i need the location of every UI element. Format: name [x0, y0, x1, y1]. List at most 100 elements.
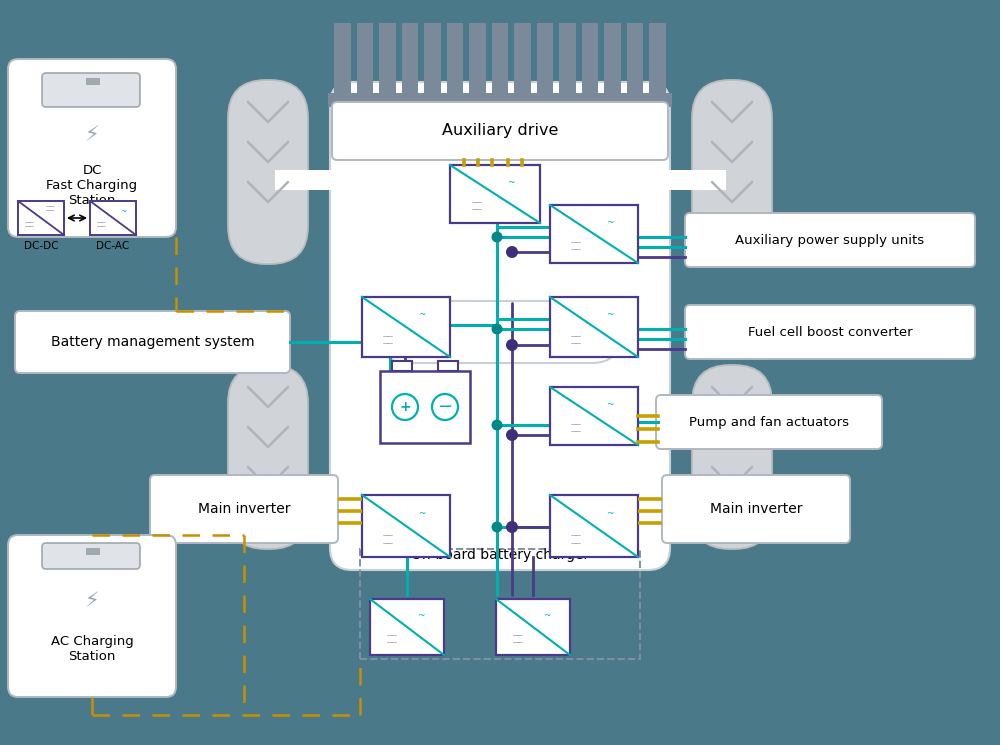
Text: ——: ——: [472, 208, 482, 213]
Text: DC-DC: DC-DC: [24, 241, 58, 251]
Text: ——: ——: [571, 341, 582, 346]
Text: ~: ~: [606, 311, 614, 320]
Bar: [379, 23, 396, 95]
FancyBboxPatch shape: [42, 543, 140, 569]
Text: Station: Station: [68, 194, 116, 206]
Text: ——: ——: [387, 633, 398, 638]
Text: Fast Charging: Fast Charging: [46, 179, 138, 191]
Text: ——: ——: [383, 533, 394, 539]
Bar: [438, 361, 458, 371]
FancyBboxPatch shape: [330, 82, 670, 570]
Text: Auxiliary drive: Auxiliary drive: [442, 123, 558, 138]
FancyBboxPatch shape: [15, 311, 290, 373]
Text: ——: ——: [46, 208, 56, 213]
Bar: [668, 475, 726, 495]
Text: ——: ——: [383, 341, 394, 346]
Text: ——: ——: [25, 224, 34, 229]
Circle shape: [506, 429, 518, 441]
Bar: [392, 361, 412, 371]
FancyBboxPatch shape: [228, 80, 308, 264]
Text: ——: ——: [571, 430, 582, 435]
Text: ⚡: ⚡: [85, 591, 99, 611]
Text: ~: ~: [418, 311, 426, 320]
FancyBboxPatch shape: [332, 102, 668, 160]
Text: Main inverter: Main inverter: [198, 502, 290, 516]
Circle shape: [492, 419, 503, 431]
Bar: [275, 475, 333, 495]
Text: −: −: [437, 398, 453, 416]
Bar: [86, 548, 100, 555]
Bar: [362, 495, 450, 557]
Text: Main inverter: Main inverter: [710, 502, 802, 516]
Circle shape: [506, 521, 518, 533]
Bar: [328, 93, 672, 107]
Circle shape: [492, 323, 503, 335]
FancyBboxPatch shape: [380, 301, 620, 363]
FancyBboxPatch shape: [656, 395, 882, 449]
Text: ——: ——: [46, 204, 56, 209]
Text: ——: ——: [97, 224, 106, 229]
FancyBboxPatch shape: [8, 59, 176, 237]
FancyBboxPatch shape: [42, 73, 140, 107]
Text: ——: ——: [571, 334, 582, 339]
Bar: [582, 23, 598, 95]
Text: ~: ~: [606, 218, 614, 227]
FancyBboxPatch shape: [685, 213, 975, 267]
Bar: [550, 495, 638, 557]
Bar: [496, 599, 570, 655]
Text: AC Charging: AC Charging: [51, 635, 133, 647]
Bar: [447, 23, 463, 95]
Bar: [380, 371, 470, 443]
Text: ——: ——: [472, 201, 482, 206]
Text: DC: DC: [82, 163, 102, 177]
Text: ——: ——: [387, 640, 398, 645]
Text: ~: ~: [543, 612, 550, 621]
Text: ——: ——: [571, 541, 582, 546]
Text: Auxiliary power supply units: Auxiliary power supply units: [735, 233, 925, 247]
Bar: [402, 23, 418, 95]
Text: On-board battery charger: On-board battery charger: [411, 548, 589, 562]
Text: ~: ~: [120, 206, 127, 216]
Bar: [424, 23, 441, 95]
Bar: [86, 78, 100, 85]
Bar: [360, 549, 640, 659]
FancyBboxPatch shape: [228, 365, 308, 549]
FancyBboxPatch shape: [8, 535, 176, 697]
Text: ——: ——: [571, 241, 582, 246]
Text: ⚡: ⚡: [85, 125, 99, 145]
Text: ——: ——: [97, 220, 106, 225]
Text: DC-AC: DC-AC: [96, 241, 130, 251]
Bar: [550, 387, 638, 445]
Bar: [18, 201, 64, 235]
Text: Station: Station: [68, 650, 116, 664]
Circle shape: [492, 522, 503, 533]
Bar: [604, 23, 621, 95]
Bar: [668, 170, 726, 190]
Text: Battery management system: Battery management system: [51, 335, 254, 349]
Text: Fuel cell boost converter: Fuel cell boost converter: [748, 326, 912, 338]
Text: +: +: [399, 400, 411, 414]
Text: ——: ——: [513, 633, 524, 638]
Text: ——: ——: [571, 248, 582, 253]
Bar: [649, 23, 666, 95]
Circle shape: [492, 232, 503, 243]
Text: ——: ——: [571, 533, 582, 539]
Bar: [559, 23, 576, 95]
Bar: [550, 205, 638, 263]
Text: ——: ——: [571, 422, 582, 428]
Text: ——: ——: [25, 220, 34, 225]
Bar: [469, 23, 486, 95]
FancyBboxPatch shape: [662, 475, 850, 543]
Text: ~: ~: [606, 400, 614, 409]
Bar: [362, 297, 450, 357]
Bar: [514, 23, 531, 95]
Bar: [357, 23, 373, 95]
Text: ~: ~: [606, 509, 614, 518]
Circle shape: [506, 339, 518, 351]
Bar: [90, 201, 136, 235]
FancyBboxPatch shape: [692, 80, 772, 264]
Bar: [334, 23, 351, 95]
Text: ~: ~: [507, 178, 515, 187]
Text: ——: ——: [513, 640, 524, 645]
Text: ~: ~: [418, 509, 426, 518]
